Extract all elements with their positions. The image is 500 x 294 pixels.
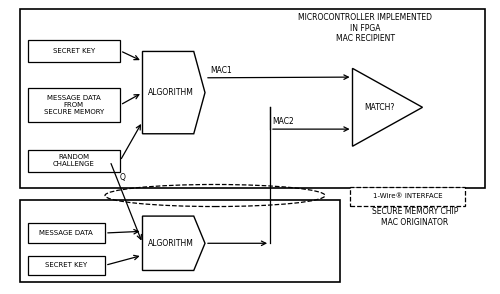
Text: MESSAGE DATA: MESSAGE DATA xyxy=(40,230,93,236)
Text: RANDOM
CHALLENGE: RANDOM CHALLENGE xyxy=(53,154,94,168)
Bar xyxy=(28,256,105,275)
Text: SECURE MEMORY CHIP
MAC ORIGINATOR: SECURE MEMORY CHIP MAC ORIGINATOR xyxy=(372,207,458,227)
Text: MAC1: MAC1 xyxy=(210,66,232,75)
Polygon shape xyxy=(142,51,205,134)
Bar xyxy=(28,88,120,122)
Bar xyxy=(28,40,120,62)
Bar xyxy=(28,223,105,243)
Text: ALGORITHM: ALGORITHM xyxy=(148,239,194,248)
Text: MESSAGE DATA
FROM
SECURE MEMORY: MESSAGE DATA FROM SECURE MEMORY xyxy=(44,95,104,115)
Bar xyxy=(20,200,340,282)
Text: MICROCONTROLLER IMPLEMENTED
IN FPGA
MAC RECIPIENT: MICROCONTROLLER IMPLEMENTED IN FPGA MAC … xyxy=(298,13,432,43)
Text: SECRET KEY: SECRET KEY xyxy=(45,262,88,268)
Text: ALGORITHM: ALGORITHM xyxy=(148,88,194,97)
Bar xyxy=(350,187,465,206)
Text: MAC2: MAC2 xyxy=(272,117,294,126)
Bar xyxy=(20,9,485,188)
Bar xyxy=(28,150,120,172)
Text: MATCH?: MATCH? xyxy=(364,103,394,112)
Text: Q: Q xyxy=(120,173,126,182)
Text: SECRET KEY: SECRET KEY xyxy=(52,48,95,54)
Polygon shape xyxy=(352,69,422,146)
Text: 1-Wire® INTERFACE: 1-Wire® INTERFACE xyxy=(372,193,442,199)
Polygon shape xyxy=(142,216,205,270)
